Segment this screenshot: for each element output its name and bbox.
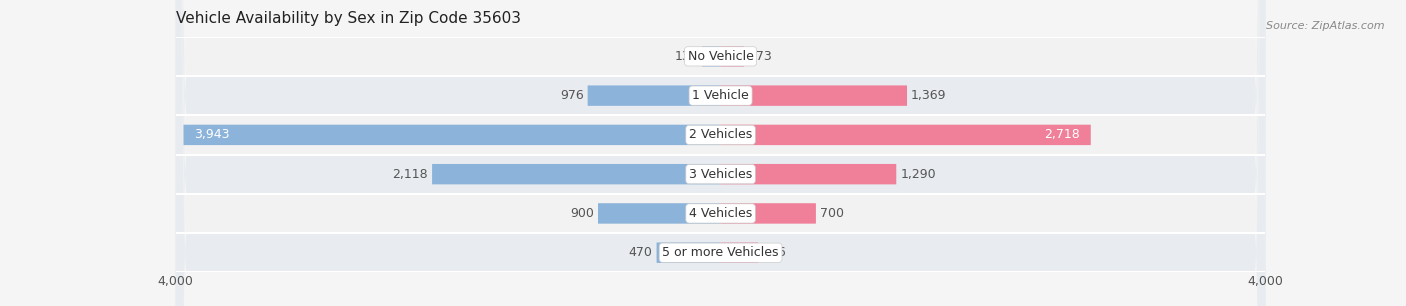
FancyBboxPatch shape (176, 0, 1265, 306)
Text: 976: 976 (560, 89, 583, 102)
FancyBboxPatch shape (176, 0, 1265, 306)
Text: 900: 900 (569, 207, 593, 220)
Text: 173: 173 (748, 50, 772, 63)
Text: Vehicle Availability by Sex in Zip Code 35603: Vehicle Availability by Sex in Zip Code … (176, 11, 520, 26)
Text: 4 Vehicles: 4 Vehicles (689, 207, 752, 220)
Text: 276: 276 (762, 246, 786, 259)
FancyBboxPatch shape (721, 46, 744, 67)
FancyBboxPatch shape (176, 0, 1265, 306)
Text: 1,290: 1,290 (900, 168, 936, 181)
FancyBboxPatch shape (432, 164, 721, 185)
Text: 5 or more Vehicles: 5 or more Vehicles (662, 246, 779, 259)
FancyBboxPatch shape (176, 0, 1265, 306)
FancyBboxPatch shape (176, 0, 1265, 306)
Text: 2,118: 2,118 (392, 168, 427, 181)
FancyBboxPatch shape (721, 125, 1091, 145)
Text: 700: 700 (820, 207, 844, 220)
FancyBboxPatch shape (176, 0, 1265, 306)
Text: No Vehicle: No Vehicle (688, 50, 754, 63)
FancyBboxPatch shape (721, 242, 758, 263)
Text: 1 Vehicle: 1 Vehicle (692, 89, 749, 102)
Text: 136: 136 (675, 50, 697, 63)
Text: 2,718: 2,718 (1045, 129, 1080, 141)
FancyBboxPatch shape (702, 46, 721, 67)
FancyBboxPatch shape (588, 85, 721, 106)
FancyBboxPatch shape (721, 203, 815, 224)
Text: Source: ZipAtlas.com: Source: ZipAtlas.com (1267, 21, 1385, 32)
Text: 3 Vehicles: 3 Vehicles (689, 168, 752, 181)
Text: 1,369: 1,369 (911, 89, 946, 102)
Text: 2 Vehicles: 2 Vehicles (689, 129, 752, 141)
FancyBboxPatch shape (721, 164, 896, 185)
FancyBboxPatch shape (184, 125, 721, 145)
FancyBboxPatch shape (598, 203, 721, 224)
Text: 3,943: 3,943 (194, 129, 231, 141)
FancyBboxPatch shape (657, 242, 721, 263)
FancyBboxPatch shape (721, 85, 907, 106)
Text: 470: 470 (628, 246, 652, 259)
